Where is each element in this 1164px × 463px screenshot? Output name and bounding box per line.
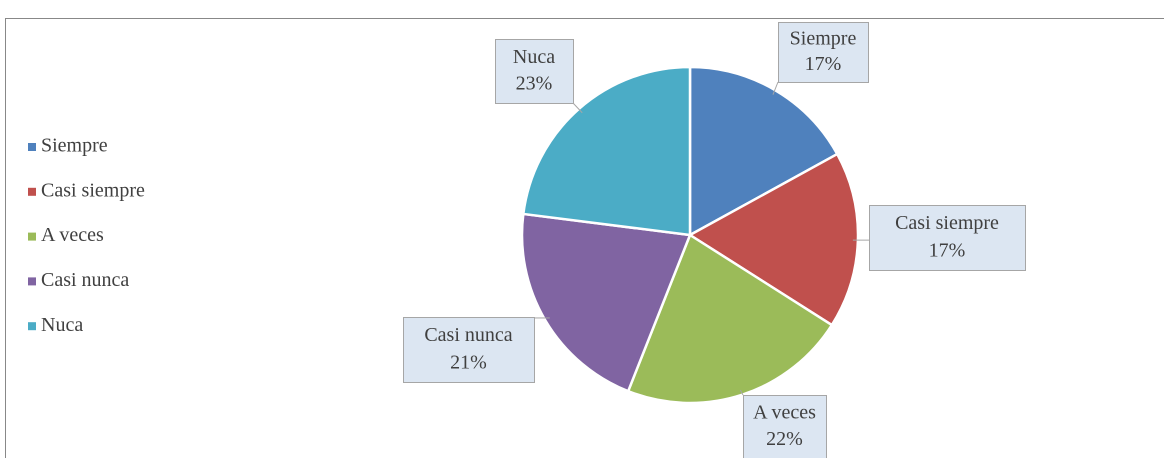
data-label: 17% [805,53,842,75]
data-label: 17% [929,239,966,261]
legend-label: Casi nunca [41,269,129,291]
legend-swatch [28,143,36,151]
data-label-category: Casi siempre [895,212,999,234]
data-label: 22% [766,428,803,450]
legend-swatch [28,277,36,285]
legend-label: Casi siempre [41,179,145,201]
legend-swatch [28,188,36,196]
data-label: 21% [450,351,487,373]
legend-label: Siempre [41,135,108,157]
data-label: 23% [516,73,553,95]
data-label-category: Nuca [513,46,555,68]
legend-swatch [28,322,36,330]
legend-swatch [28,233,36,241]
data-label-category: Siempre [790,28,857,50]
legend-label: A veces [41,224,104,246]
data-label-category: A veces [753,401,816,423]
legend-label: Nuca [41,314,83,336]
data-label-category: Casi nunca [424,324,512,346]
